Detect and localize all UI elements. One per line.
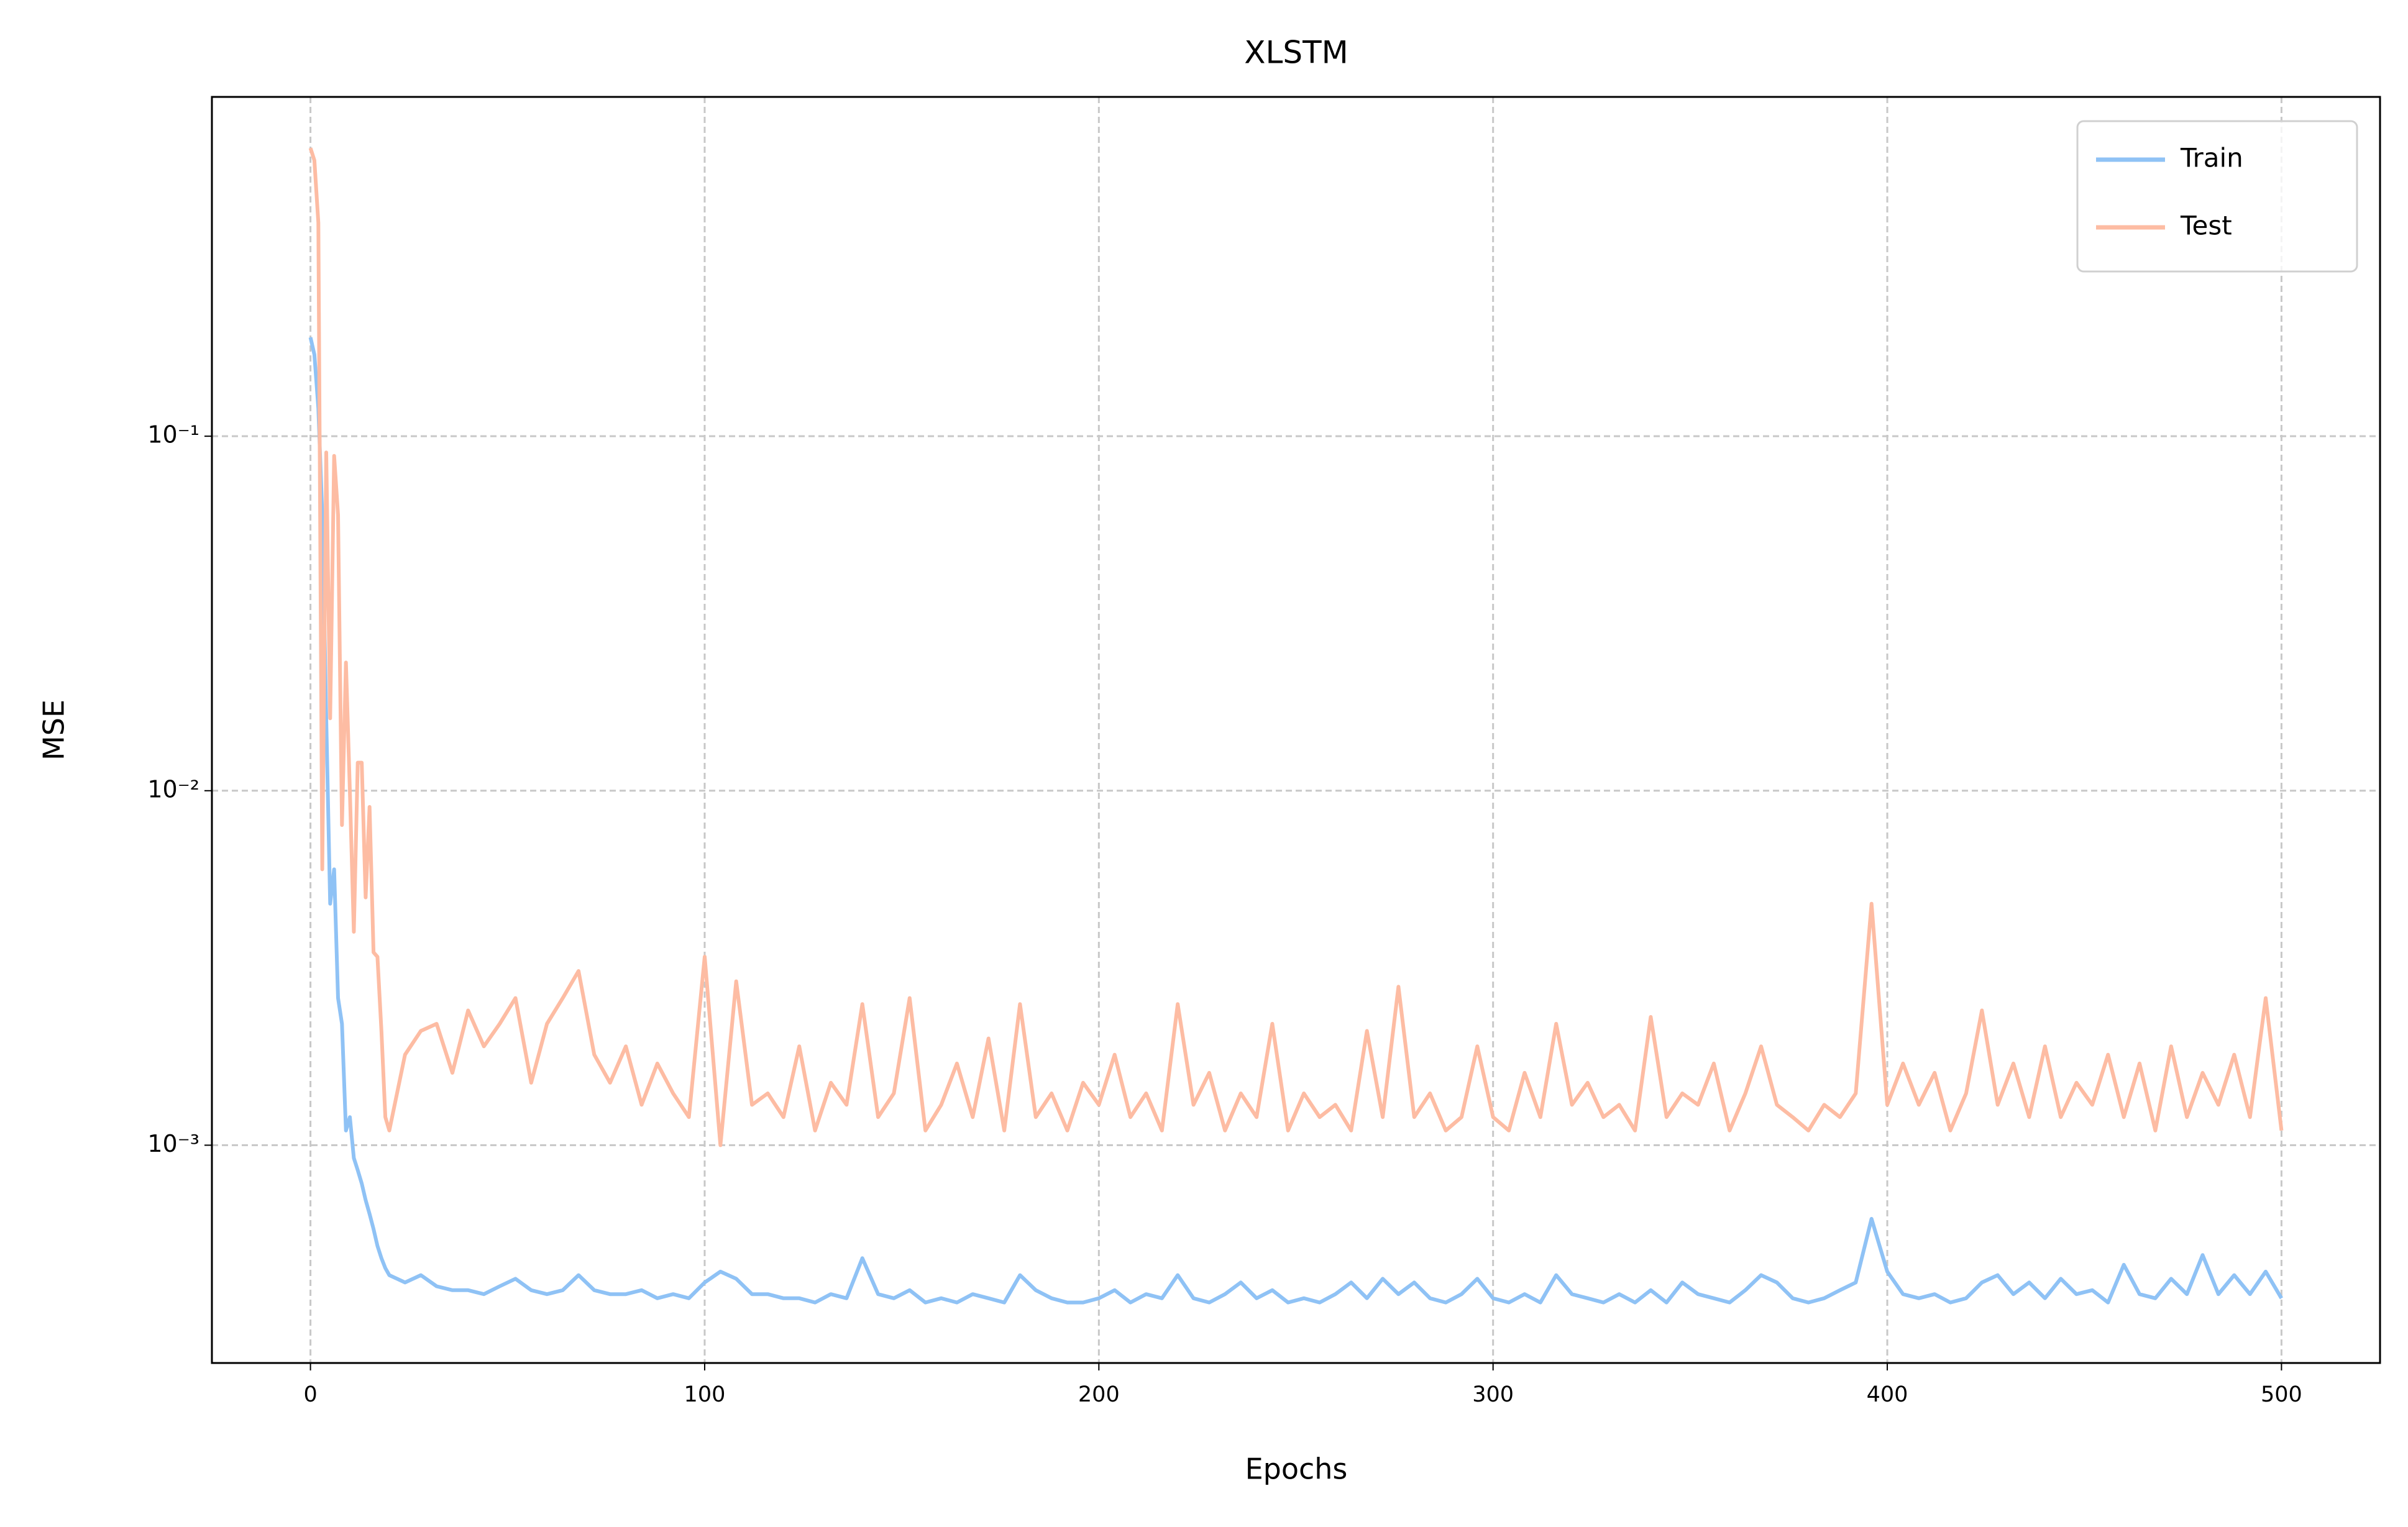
legend-label: Test [2180,211,2232,241]
x-axis-label: Epochs [1245,1452,1348,1486]
y-tick-label: 10⁻² [147,775,199,803]
x-tick-label: 200 [1078,1382,1120,1407]
x-tick-label: 100 [684,1382,726,1407]
x-tick-label: 400 [1867,1382,1908,1407]
series-line [308,147,2284,1147]
plot-frame [211,96,2381,1364]
legend-label: Train [2180,143,2243,173]
y-tick-label: 10⁻¹ [147,421,199,449]
x-tick-label: 300 [1472,1382,1514,1407]
x-tick-label: 0 [303,1382,317,1407]
x-tick-label: 500 [2261,1382,2302,1407]
y-axis-label: MSE [37,700,71,760]
chart-title: XLSTM [1244,35,1348,71]
y-tick-label: 10⁻³ [147,1130,199,1157]
series-line [308,337,2283,1305]
